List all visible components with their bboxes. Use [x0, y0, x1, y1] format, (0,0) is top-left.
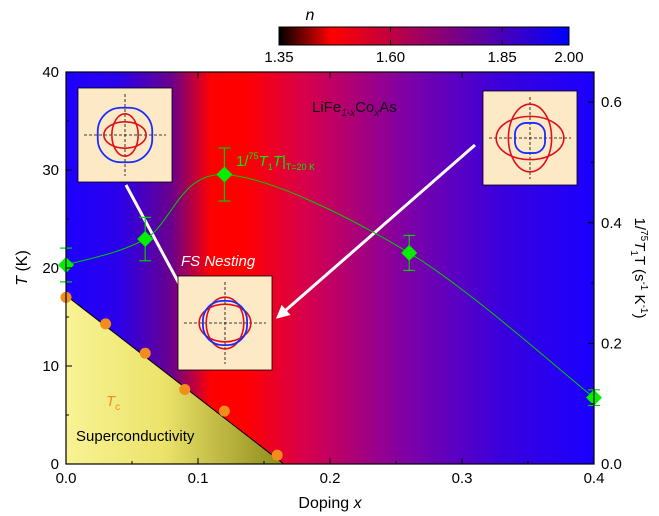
relaxation-points — [58, 166, 602, 406]
y-axis-right-label-part-5: -1 — [638, 281, 649, 290]
fs-nesting-label: FS Nesting — [181, 253, 256, 270]
colorbar-tick-label-0: 1.35 — [264, 49, 293, 66]
superconductivity-label: Superconductivity — [76, 428, 195, 445]
legend-relaxation-part-1: 75 — [249, 151, 259, 161]
x-tick-label-1: 0.1 — [188, 470, 209, 487]
electron-pocket-h — [198, 303, 252, 343]
y-right-tick-label-2: 0.4 — [601, 215, 622, 232]
electron-pocket-v — [111, 113, 139, 157]
compound-label-part-1: 1-x — [341, 108, 356, 119]
relaxation-point-3 — [401, 244, 418, 261]
fermi-surface-insets — [77, 87, 578, 371]
relaxation-fit-curve — [65, 174, 595, 399]
y-axis-right-label-part-4: T (s — [631, 256, 648, 282]
hole-pocket — [202, 300, 248, 346]
colorbar-tick-label-1: 1.60 — [376, 49, 405, 66]
tc-points — [60, 291, 283, 461]
colorbar-label: n — [306, 7, 315, 24]
hole-pocket — [514, 122, 546, 154]
x-axis-label-prefix: Doping — [298, 495, 353, 512]
legend-relaxation-label: 1/75T1T|T=20 K — [236, 151, 315, 172]
tc-point-4 — [218, 405, 230, 417]
y-axis-left-label-unit: (K) — [14, 250, 31, 276]
y-axis-right-label-part-6: K — [631, 290, 648, 304]
legend-relaxation-part-3: 1 — [268, 162, 273, 172]
y-left-tick-label-3: 30 — [42, 162, 59, 179]
colorbar-ticks: 1.35 1.60 1.85 2.00 — [264, 27, 584, 66]
tc-point-1 — [100, 318, 112, 330]
colorbar: n 1.35 1.60 1.85 2.00 — [264, 7, 583, 66]
legend-relaxation-part-5: T=20 K — [286, 162, 315, 172]
y-left-tick-label-0: 0 — [51, 456, 59, 473]
relaxation-point-1 — [137, 231, 154, 248]
compound-label-part-0: LiFe — [312, 99, 341, 116]
tc-point-2 — [139, 347, 151, 359]
y-axis-right-label: 1/75T1T (s-1 K-1) — [628, 218, 649, 319]
data-series — [58, 147, 602, 461]
x-tick-label-2: 0.2 — [320, 470, 341, 487]
colorbar-tick-label-2: 1.85 — [487, 49, 516, 66]
compound-label-part-4: As — [379, 99, 397, 116]
arrow-right-to-nesting — [275, 143, 476, 319]
y-left-tick-label-1: 10 — [42, 358, 59, 375]
x-axis-label: Doping x — [298, 495, 362, 512]
y-left-tick-label-4: 40 — [42, 64, 59, 81]
y-right-tick-label-0: 0.0 — [601, 456, 622, 473]
y-axis-right-label-part-1: 75 — [638, 230, 649, 242]
electron-pocket-v — [507, 103, 553, 173]
colorbar-rect — [278, 26, 570, 46]
y-axis-left-label: T (K) — [14, 250, 31, 286]
fermi-surface-inset-2 — [482, 90, 578, 186]
y-axis-right-label-part-8: ) — [631, 313, 648, 318]
y-right-tick-label-1: 0.2 — [601, 335, 622, 352]
tc-label-sub: c — [115, 402, 120, 413]
tc-label-var: T — [106, 393, 117, 410]
y-axis-right-label-part-3: 1 — [628, 250, 639, 256]
x-axis-label-var: x — [353, 495, 363, 512]
legend-relaxation-part-4: T| — [273, 153, 286, 170]
compound-label-part-3: x — [373, 108, 380, 119]
x-tick-label-0: 0.0 — [56, 470, 77, 487]
x-tick-label-3: 0.3 — [452, 470, 473, 487]
tc-point-5 — [271, 449, 283, 461]
hole-pocket-outer — [96, 106, 154, 164]
relaxation-point-2 — [216, 166, 233, 183]
fermi-surface-inset-0 — [77, 87, 173, 183]
electron-pocket-h — [103, 121, 147, 149]
compound-label-part-2: Co — [355, 99, 374, 116]
legend-relaxation-part-0: 1/ — [236, 153, 249, 170]
tc-point-3 — [179, 384, 191, 396]
chart-labels: Doping x T (K) 1/75T1T (s-1 K-1) LiFe1-x… — [14, 99, 649, 512]
y-axis-right-label-part-7: -1 — [638, 305, 649, 314]
y-right-tick-label-3: 0.6 — [601, 94, 622, 111]
fermi-surface-inset-1 — [177, 275, 273, 371]
compound-label: LiFe1-xCoxAs — [312, 99, 397, 119]
electron-pocket-h — [495, 115, 565, 161]
legend-relaxation-part-2: T — [259, 153, 270, 170]
y-axis-right-label-part-2: T — [631, 241, 648, 252]
axes: 0.0 0.1 0.2 0.3 0.4 0 10 20 30 40 0.0 0.2 0.4 0.6 — [42, 64, 622, 487]
electron-pocket-v — [205, 296, 245, 350]
x-tick-label-4: 0.4 — [584, 470, 605, 487]
colorbar-tick-label-3: 2.00 — [554, 49, 583, 66]
tc-label: Tc — [106, 393, 120, 413]
y-axis-left-label-var: T — [14, 275, 31, 286]
y-left-tick-label-2: 20 — [42, 260, 59, 277]
y-axis-right-label-part-0: 1/ — [631, 218, 648, 231]
